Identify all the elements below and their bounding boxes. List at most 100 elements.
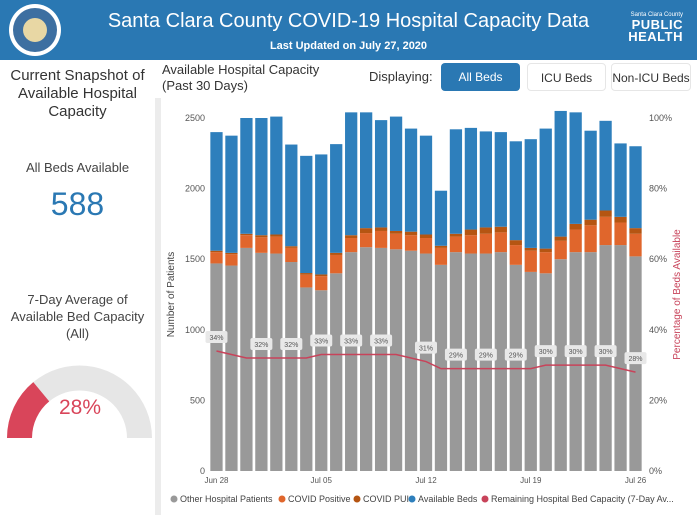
bar-other-patients — [300, 287, 313, 471]
bar-covid-positive — [479, 233, 492, 254]
bar-available-beds — [404, 128, 418, 232]
bar-covid-pui — [464, 229, 478, 236]
bar-available-beds — [434, 190, 448, 246]
bar-available-beds — [614, 143, 627, 217]
bar-other-patients — [524, 271, 537, 471]
bar-covid-positive — [569, 229, 582, 253]
bar-covid-positive — [330, 254, 343, 274]
legend-marker — [353, 495, 361, 503]
bar-covid-positive — [300, 274, 313, 288]
bar-covid-pui — [614, 216, 627, 223]
data-label: 34% — [209, 335, 223, 342]
bar-other-patients — [584, 252, 597, 471]
x-tick-label: Jun 28 — [204, 476, 229, 485]
bar-covid-positive — [554, 240, 567, 260]
data-label-bg — [624, 352, 647, 365]
data-label-bg — [564, 345, 587, 358]
legend-entry: COVID PUI — [363, 494, 409, 504]
snapshot-panel: Current Snapshot of Available Hospital C… — [0, 60, 155, 515]
data-label-bg — [534, 345, 557, 358]
data-label-bg — [504, 348, 527, 361]
x-tick-label: Jul 19 — [520, 476, 542, 485]
y-axis-label: Number of Patients — [166, 252, 177, 338]
bar-available-beds — [210, 132, 223, 251]
bar-available-beds — [509, 141, 522, 241]
avg-capacity-title: 7-Day Average of Available Bed Capacity … — [10, 292, 145, 341]
data-label-bg — [250, 338, 273, 351]
bar-covid-positive — [509, 245, 522, 265]
bar-covid-pui — [599, 210, 612, 217]
snapshot-title: Current Snapshot of Available Hospital C… — [10, 67, 145, 120]
legend-entry: Remaining Hospital Bed Capacity (7-Day A… — [491, 494, 674, 504]
bar-covid-positive — [599, 216, 612, 246]
legend-marker — [408, 495, 416, 503]
bar-covid-positive — [419, 238, 433, 254]
bar-other-patients — [315, 290, 328, 471]
data-label: 32% — [254, 342, 268, 349]
bar-covid-positive — [270, 236, 283, 254]
data-label: 28% — [629, 356, 643, 363]
bar-available-beds — [300, 155, 313, 274]
bar-covid-pui — [449, 233, 463, 237]
capacity-line — [216, 350, 636, 373]
data-label-bg — [444, 348, 467, 361]
data-label: 30% — [599, 349, 613, 356]
chart-title: Available Hospital Capacity (Past 30 Day… — [162, 62, 320, 93]
bar-other-patients — [389, 249, 403, 471]
bar-covid-pui — [360, 228, 373, 234]
data-label-bg — [310, 334, 333, 347]
bar-covid-positive — [360, 233, 373, 248]
legend-entry: Available Beds — [418, 494, 478, 504]
bar-available-beds — [569, 112, 582, 224]
page-title: Santa Clara County COVID-19 Hospital Cap… — [107, 10, 590, 32]
y2-axis-label: Percentage of Beds Available — [672, 229, 683, 360]
panel-divider — [155, 98, 161, 515]
all-beds-value: 588 — [50, 186, 105, 222]
bar-other-patients — [374, 247, 388, 471]
bar-covid-pui — [494, 226, 507, 233]
bar-covid-pui — [479, 227, 492, 234]
x-tick-label: Jul 26 — [625, 476, 647, 485]
data-label: 29% — [479, 353, 493, 360]
bar-covid-positive — [389, 233, 403, 250]
y2-tick-label: 60% — [649, 254, 667, 264]
bar-covid-positive — [255, 237, 268, 253]
bar-available-beds — [345, 112, 358, 236]
bar-available-beds — [494, 132, 507, 227]
bar-other-patients — [404, 250, 418, 471]
bar-covid-pui — [345, 235, 358, 239]
y-tick-label: 2000 — [185, 184, 205, 194]
bar-other-patients — [599, 245, 612, 471]
y2-tick-label: 20% — [649, 395, 667, 405]
y2-tick-label: 100% — [649, 113, 672, 123]
bar-covid-pui — [554, 236, 567, 241]
all-beds-button[interactable]: All Beds — [441, 63, 520, 91]
bar-other-patients — [345, 252, 358, 471]
bar-covid-pui — [270, 234, 283, 237]
bar-other-patients — [494, 252, 507, 471]
x-tick-label: Jul 05 — [311, 476, 333, 485]
non-icu-beds-button[interactable]: Non-ICU Beds — [611, 63, 691, 91]
bar-available-beds — [419, 135, 433, 235]
bar-covid-positive — [464, 235, 478, 254]
bar-covid-pui — [434, 245, 448, 248]
bar-covid-pui — [524, 247, 537, 251]
data-label: 33% — [344, 339, 358, 346]
bar-covid-pui — [255, 235, 268, 238]
data-label-bg — [594, 345, 617, 358]
bar-covid-pui — [629, 228, 642, 234]
gauge-fill — [7, 382, 50, 438]
bar-covid-positive — [225, 254, 238, 266]
public-health-logo: Santa Clara County PUBLIC HEALTH — [628, 12, 683, 45]
bar-covid-pui — [539, 248, 552, 253]
bar-covid-positive — [434, 247, 448, 265]
bar-covid-positive — [285, 247, 298, 263]
bar-covid-positive — [404, 235, 418, 251]
icu-beds-button[interactable]: ICU Beds — [527, 63, 606, 91]
bar-other-patients — [614, 245, 627, 471]
last-updated: Last Updated on July 27, 2020 — [269, 40, 428, 52]
bar-covid-pui — [419, 234, 433, 239]
bar-available-beds — [270, 116, 283, 235]
bar-covid-pui — [210, 250, 223, 253]
y-tick-label: 1000 — [185, 325, 205, 335]
